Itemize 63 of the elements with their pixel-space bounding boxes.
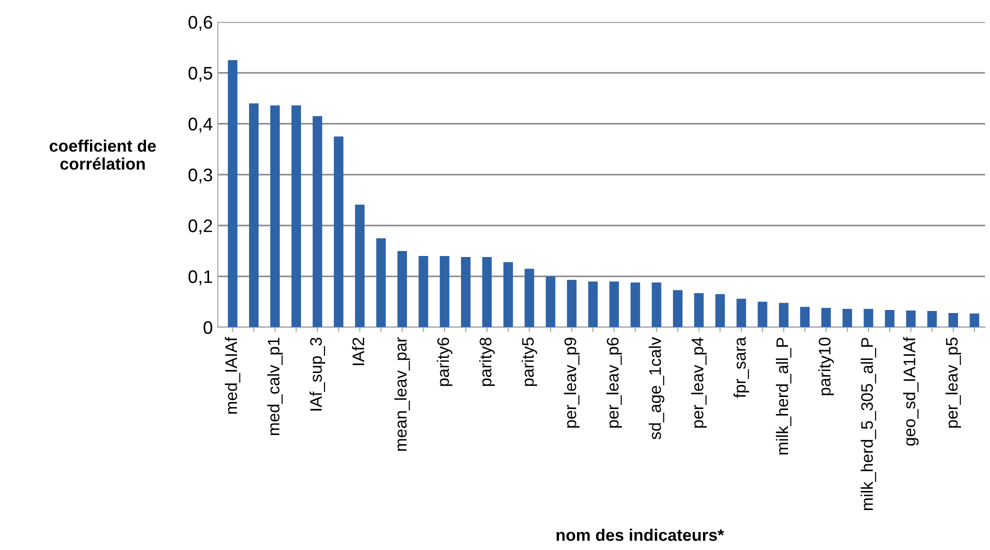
x-tick-label: parity8 [479, 338, 495, 386]
x-tick-label: fpr_sara [734, 336, 750, 398]
bar [906, 310, 916, 328]
bar [376, 238, 386, 328]
bar [546, 276, 556, 328]
x-tick-label: milk_herd_5_305_all_P [860, 338, 876, 510]
x-tick-label: parity5 [522, 338, 538, 386]
bar [397, 250, 407, 328]
bar [566, 280, 577, 328]
x-tick-label: med_IAIAf [224, 336, 240, 414]
x-tick-label: parity10 [818, 338, 834, 396]
bar [800, 306, 810, 328]
x-tick-label: per_leav_p9 [564, 338, 580, 428]
bar [758, 302, 768, 328]
bar [864, 308, 874, 328]
bar [821, 308, 831, 328]
bar [440, 256, 450, 328]
y-tick-label: 0,5 [188, 66, 212, 82]
bar [355, 204, 365, 328]
bar [842, 308, 852, 328]
x-tick-label: IAf_sup_3 [310, 338, 326, 410]
y-tick-label: 0,1 [188, 270, 212, 286]
bar [482, 257, 492, 328]
x-tick-label: per_leav_p6 [606, 338, 622, 428]
bar [588, 281, 598, 328]
x-tick-label: parity6 [436, 338, 452, 386]
bar [524, 268, 534, 328]
bar [778, 302, 788, 328]
x-tick-label: IAf2 [352, 338, 364, 366]
bar [970, 314, 980, 328]
bar [948, 313, 958, 328]
bar [927, 310, 937, 328]
x-tick-label: milk_herd_all_P [776, 338, 792, 454]
x-tick-label: mean_leav_par [394, 337, 410, 451]
bar [884, 310, 894, 328]
bar [461, 257, 471, 328]
x-tick-label: sd_age_1calv [648, 337, 664, 440]
bar [652, 282, 662, 328]
bar [503, 262, 513, 328]
y-tick-label: 0,4 [188, 118, 212, 133]
bar [249, 103, 259, 328]
bar [609, 281, 619, 328]
y-tick-label: 0,6 [188, 16, 212, 31]
x-tick-label: geo_sd_IA1IAf [903, 336, 919, 446]
bar [694, 293, 704, 328]
x-tick-label: med_calv_p1 [267, 338, 283, 435]
bar [630, 282, 640, 328]
x-tick-label: per_leav_p4 [691, 337, 707, 428]
bar [270, 105, 280, 328]
bar [418, 256, 428, 328]
y-tick-label: 0,2 [188, 219, 212, 234]
x-tick-label: per_leav_p5 [945, 338, 962, 428]
y-tick-label: 0 [204, 321, 212, 334]
bar [672, 290, 682, 328]
y-tick-label: 0,3 [188, 168, 212, 184]
bar [228, 60, 238, 328]
y-axis-title: coefficient de corrélation [50, 140, 156, 170]
bar [715, 294, 725, 328]
x-axis-title: nom des indicateurs* [556, 528, 724, 541]
bar [334, 136, 344, 328]
bar [736, 298, 746, 328]
bar [312, 116, 322, 328]
bar [291, 105, 301, 328]
